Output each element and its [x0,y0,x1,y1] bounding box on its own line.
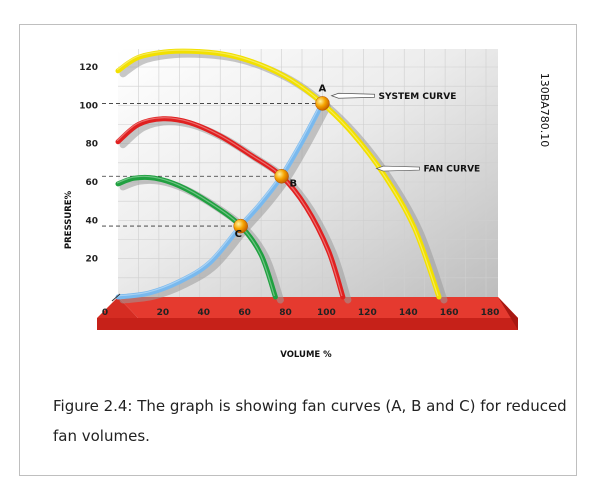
operating-points: A B C [233,83,330,240]
x-tick-label: 120 [358,308,377,318]
y-axis-ticks: 20 40 60 80 100 120 [79,63,98,265]
x-axis-ticks: 0 20 40 60 80 100 120 140 160 180 [102,308,500,318]
x-tick-label: 40 [198,308,211,318]
base-platform-front [97,318,518,330]
curve-1 [115,48,442,300]
figure-code: 130BA780.10 [538,73,551,148]
x-tick-label: 60 [238,308,251,318]
operating-point [233,218,248,234]
y-tick-label: 40 [85,216,98,226]
origin-mark [111,293,121,302]
curve-highlight [116,117,343,297]
y-tick-label: 60 [85,178,98,188]
y-tick-label: 120 [79,63,98,73]
x-tick-label: 180 [481,308,500,318]
x-tick-label: 80 [279,308,292,318]
x-tick-label: 100 [317,308,336,318]
annotation-arrow [375,165,420,172]
x-axis-label: VOLUME % [280,350,332,360]
y-tick-label: 20 [85,255,98,265]
annotation-arrow [330,92,375,99]
base-platform-left [97,297,138,318]
x-tick-label: 0 [102,308,108,318]
y-tick-label: 100 [79,101,98,111]
operating-point [274,169,289,184]
operating-point-label: C [235,229,242,240]
grid [118,49,498,297]
base-platform-top [118,297,518,318]
annotation-label: FAN CURVE [424,165,481,175]
figure-caption: Figure 2.4: The graph is showing fan cur… [53,397,567,445]
base-platform-side [498,297,518,330]
annotations: SYSTEM CURVE FAN CURVE [330,92,481,175]
x-tick-label: 160 [440,308,459,318]
y-tick-label: 80 [85,140,98,150]
x-tick-label: 140 [399,308,418,318]
curve-highlight [116,175,275,297]
x-tick-label: 20 [157,308,170,318]
curve-2 [115,116,346,300]
y-axis-label: PRESSURE% [64,190,74,249]
annotation-label: SYSTEM CURVE [379,92,457,102]
curve-3 [115,174,278,300]
operating-point-label: B [290,178,298,189]
operating-point [315,96,330,111]
operating-point-label: A [318,83,326,94]
curve-highlight [116,49,439,297]
